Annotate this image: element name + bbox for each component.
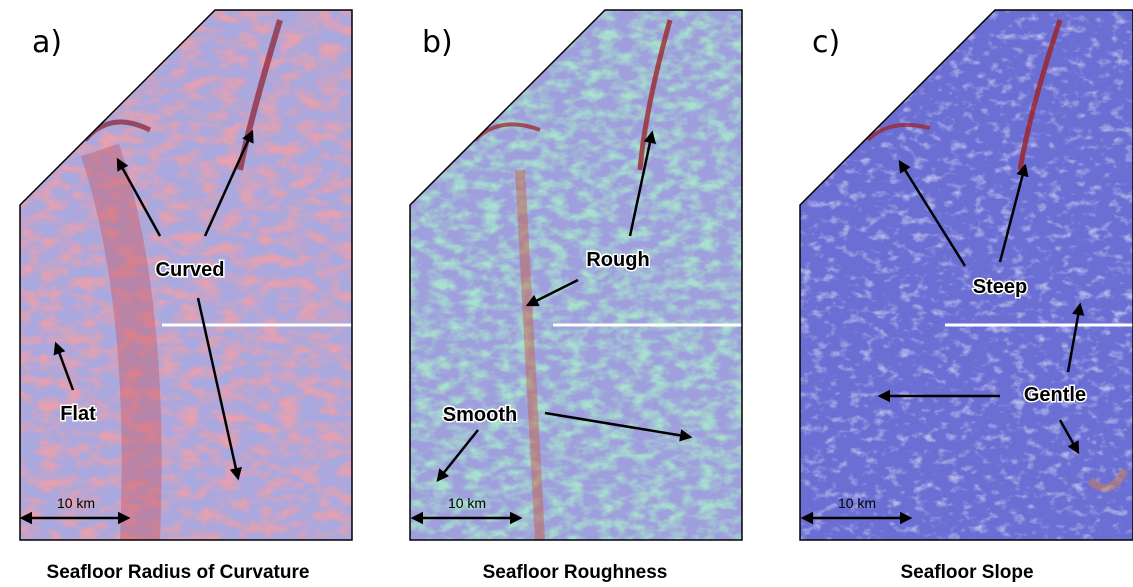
caption: Seafloor Roughness — [483, 562, 668, 583]
panel-label: a) — [32, 25, 62, 60]
map-b — [410, 10, 742, 540]
panel-label: b) — [422, 25, 453, 60]
page: {"panels": [ {"label": "a)", "caption": … — [0, 0, 1133, 587]
caption: Seafloor Slope — [900, 562, 1033, 583]
panel-label: c) — [812, 25, 840, 60]
panel-a: a) Curved Flat 10 km Seafloor Radius of … — [20, 10, 352, 583]
map-c — [800, 10, 1133, 540]
panel-c: c) Steep Gentle 10 km Seafloor Slope — [800, 10, 1133, 583]
annotation: Rough — [586, 249, 649, 271]
scale-label: 10 km — [57, 495, 95, 511]
annotation: Curved — [156, 259, 225, 281]
scale-label: 10 km — [448, 495, 486, 511]
annotation: Steep — [973, 276, 1027, 298]
annotation: Flat — [60, 403, 96, 425]
figure: a) Curved Flat 10 km Seafloor Radius of … — [0, 0, 1133, 587]
caption: Seafloor Radius of Curvature — [47, 562, 310, 583]
annotation: Smooth — [443, 404, 517, 426]
annotation: Gentle — [1024, 384, 1086, 406]
panel-b: b) Rough Smooth 10 km Seafloor Roughness — [410, 10, 742, 583]
scale-label: 10 km — [838, 495, 876, 511]
